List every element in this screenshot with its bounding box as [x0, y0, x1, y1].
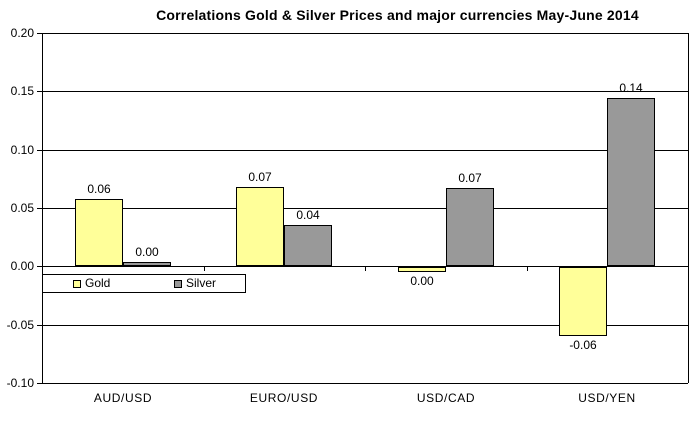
bar-value-label: 0.07 — [248, 170, 272, 184]
x-axis-tick — [204, 266, 205, 271]
gridline — [42, 33, 688, 34]
bar-value-label: 0.07 — [458, 171, 482, 185]
legend-item-silver: Silver — [174, 275, 216, 292]
bar-value-label: 0.04 — [296, 208, 320, 222]
y-tick-label: -0.10 — [6, 376, 34, 390]
x-category-label: USD/CAD — [416, 391, 476, 405]
bar-silver-aud-usd — [123, 262, 171, 266]
bar-gold-euro-usd — [236, 187, 284, 266]
gridline — [42, 325, 688, 326]
bar-silver-euro-usd — [284, 225, 332, 266]
bar-gold-aud-usd — [75, 199, 123, 266]
y-tick-label: 0.00 — [10, 259, 34, 273]
y-tick-label: 0.10 — [10, 143, 34, 157]
x-category-label: AUD/USD — [93, 391, 153, 405]
y-axis-tick — [37, 325, 42, 326]
x-category-label: USD/YEN — [578, 391, 636, 405]
bar-gold-usd-yen — [559, 267, 607, 336]
x-axis-tick — [527, 266, 528, 271]
y-tick-label: 0.05 — [10, 201, 34, 215]
y-axis-tick — [37, 266, 42, 267]
gridline — [42, 150, 688, 151]
chart-legend: Gold Silver — [42, 274, 246, 293]
legend-swatch-silver — [174, 279, 182, 288]
bar-value-label: 0.06 — [87, 182, 111, 196]
y-axis-tick — [37, 33, 42, 34]
gridline — [42, 208, 688, 209]
plot-right-border — [688, 33, 689, 383]
legend-item-label: Gold — [85, 276, 111, 290]
bar-value-label: -0.06 — [569, 338, 597, 352]
y-tick-label: 0.20 — [10, 26, 34, 40]
bar-value-label: 0.14 — [619, 81, 643, 95]
chart-title: Correlations Gold & Silver Prices and ma… — [156, 7, 639, 23]
y-axis-tick — [37, 208, 42, 209]
y-axis-tick — [37, 150, 42, 151]
legend-swatch-gold — [73, 279, 81, 288]
x-category-label: EURO/USD — [249, 391, 319, 405]
legend-item-label: Silver — [186, 276, 217, 290]
bar-silver-usd-yen — [607, 98, 655, 266]
bar-value-label: 0.00 — [410, 274, 434, 288]
y-tick-label: -0.05 — [6, 318, 34, 332]
y-axis-tick — [37, 91, 42, 92]
bar-silver-usd-cad — [446, 188, 494, 266]
bar-value-label: 0.00 — [135, 245, 159, 259]
bar-gold-usd-cad — [398, 267, 446, 272]
y-axis-tick — [37, 383, 42, 384]
gridline — [42, 383, 688, 384]
y-tick-label: 0.15 — [10, 84, 34, 98]
y-axis-line — [42, 33, 43, 383]
x-axis-tick — [365, 266, 366, 271]
legend-item-gold: Gold — [73, 275, 110, 292]
gridline — [42, 91, 688, 92]
